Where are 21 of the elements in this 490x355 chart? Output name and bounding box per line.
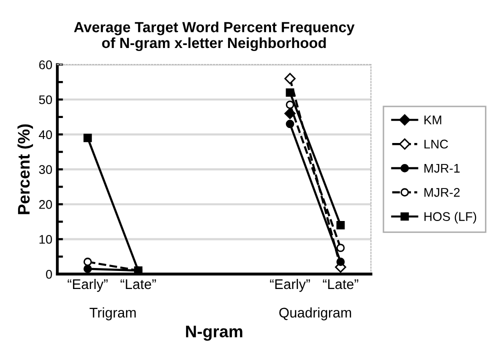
x-axis-title: N-gram [186, 326, 242, 341]
x-tick-label: “Late” [120, 279, 156, 290]
x-tick-label: “Early” [270, 278, 310, 292]
text: Quadrigram [279, 307, 352, 320]
y-axis-title: Percent (%) [17, 124, 34, 214]
text: Trigram [90, 307, 136, 320]
y-tick-label: 50 [39, 95, 52, 104]
y-tick-label: 60 [39, 60, 52, 70]
chart-title: Average Target Word Percent Frequency of N-gram x-letter Neighborhood [74, 22, 355, 52]
legend-label: KM [424, 116, 442, 124]
legend-label: HOS (LF) [424, 212, 476, 224]
y-tick-label: 30 [39, 165, 52, 174]
x-tick-label: “Late” [322, 279, 358, 290]
y-tick-label: 20 [39, 200, 52, 209]
legend-label: MJR-2 [424, 188, 460, 197]
y-tick-label: 0 [46, 270, 52, 279]
y-tick-label: 10 [40, 234, 52, 244]
legend-label: MJR-1 [424, 164, 460, 173]
legend-label: LNC [424, 140, 448, 149]
x-tick-label: “Early” [68, 278, 108, 292]
y-tick-label: 40 [38, 130, 52, 140]
